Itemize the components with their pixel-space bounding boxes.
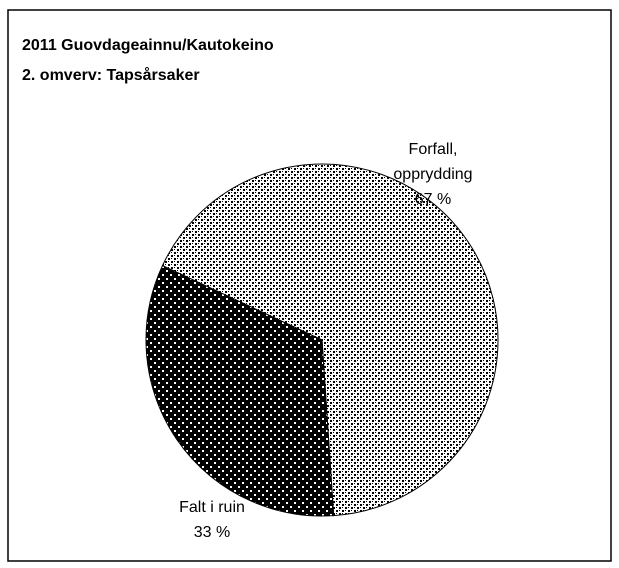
chart-subtitle: 2. omverv: Tapsårsaker <box>22 67 200 84</box>
slice-value-label: 33 % <box>193 524 231 541</box>
slice-label: Falt i ruin <box>179 499 245 516</box>
slice-value-label: 67 % <box>414 191 452 208</box>
pie-slice <box>161 163 499 517</box>
chart-title: 2011 Guovdageainnu/Kautokeino <box>22 37 274 54</box>
slice-label: Forfall, opprydding <box>393 141 473 183</box>
pie-slice <box>145 264 335 517</box>
